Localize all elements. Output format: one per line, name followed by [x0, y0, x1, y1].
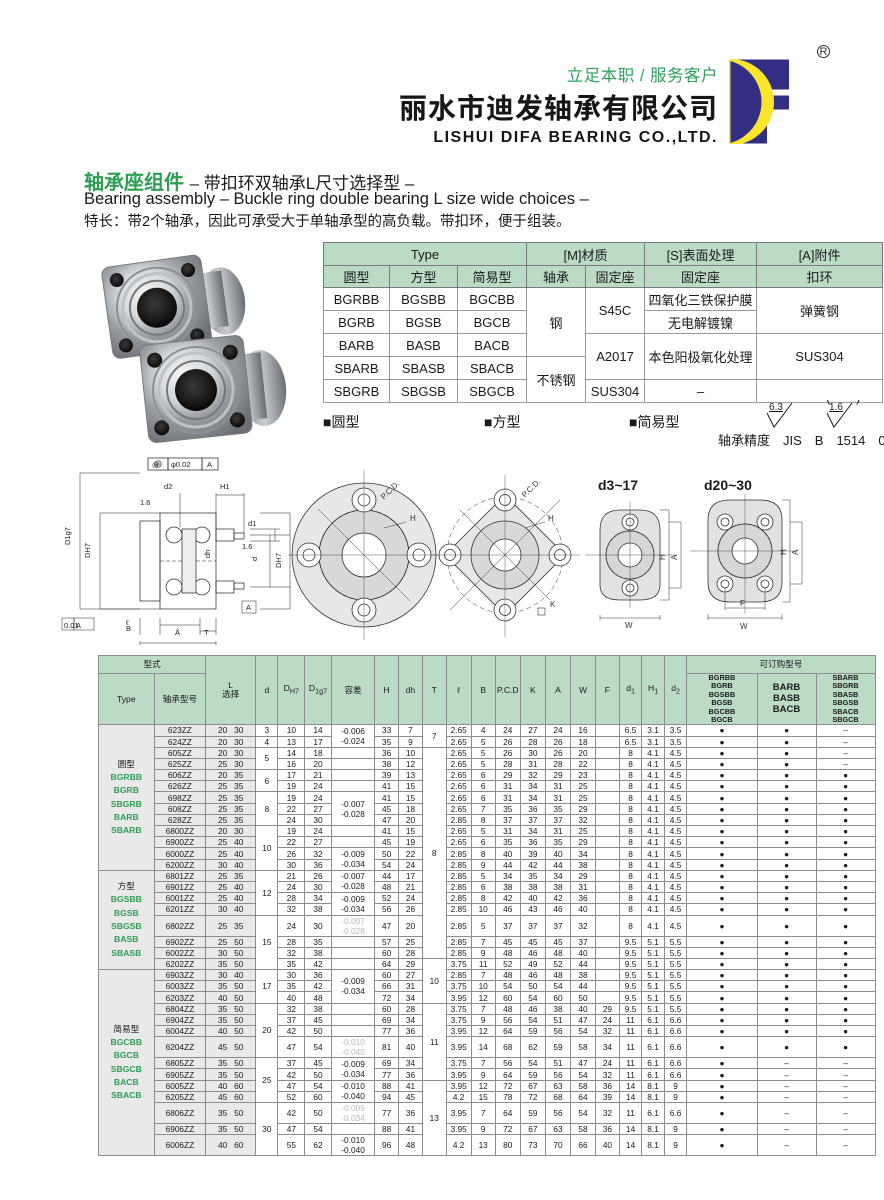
svg-text:H1: H1 — [220, 482, 230, 491]
svg-text:D1g7: D1g7 — [63, 527, 72, 545]
svg-text:K: K — [550, 600, 556, 609]
svg-text:ℓ: ℓ — [125, 618, 129, 627]
svg-text:A: A — [246, 603, 251, 612]
svg-text:DH7: DH7 — [274, 553, 283, 568]
svg-text:): ) — [856, 400, 860, 405]
svg-text:A: A — [670, 554, 679, 560]
svg-text:d1: d1 — [248, 519, 256, 528]
svg-text:A: A — [791, 549, 800, 555]
svg-text:H: H — [779, 549, 788, 555]
svg-text:d: d — [250, 557, 259, 561]
svg-text:A: A — [76, 621, 81, 630]
svg-text:H: H — [548, 514, 554, 523]
svg-text:φ0.02: φ0.02 — [171, 460, 190, 469]
svg-text:◎: ◎ — [152, 460, 159, 469]
svg-text:T: T — [204, 628, 209, 637]
svg-text:H: H — [410, 514, 416, 523]
svg-text:6.3: 6.3 — [769, 402, 783, 413]
svg-text:P.C.D.: P.C.D. — [520, 477, 542, 499]
svg-text:F: F — [740, 599, 745, 608]
svg-text:W: W — [625, 621, 633, 630]
svg-text:L: L — [154, 646, 158, 648]
svg-text:A: A — [207, 460, 212, 469]
svg-text:1.6: 1.6 — [242, 542, 252, 551]
svg-text:d2: d2 — [164, 482, 172, 491]
svg-text:W: W — [740, 622, 748, 631]
svg-text:DH7: DH7 — [83, 543, 92, 558]
svg-text:1.6: 1.6 — [829, 402, 843, 413]
svg-text:H: H — [658, 554, 667, 560]
svg-text:1.6: 1.6 — [140, 498, 150, 507]
svg-text:Å: Å — [175, 628, 180, 637]
svg-text:dh: dh — [203, 550, 212, 558]
